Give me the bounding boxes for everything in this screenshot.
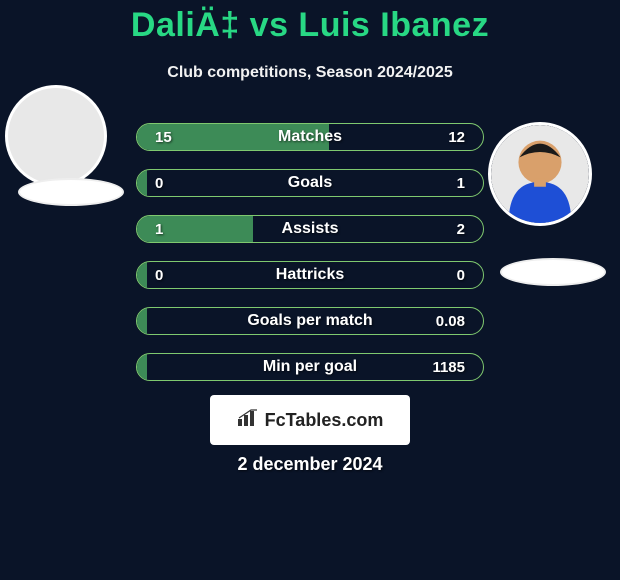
watermark: FcTables.com bbox=[210, 395, 410, 445]
stat-row: 1 Assists 2 bbox=[136, 215, 484, 243]
stat-left-value: 15 bbox=[155, 129, 172, 146]
stat-left-fill bbox=[137, 170, 147, 196]
player-left-flag bbox=[18, 178, 124, 206]
player-right-avatar bbox=[488, 122, 592, 226]
stat-left-fill bbox=[137, 308, 147, 334]
player-right bbox=[488, 122, 592, 231]
stat-left-value: 0 bbox=[155, 175, 163, 192]
stat-label: Matches bbox=[278, 128, 342, 146]
stat-left-fill bbox=[137, 262, 147, 288]
page-title: DaliÄ‡ vs Luis Ibanez bbox=[0, 6, 620, 45]
player-right-flag bbox=[500, 258, 606, 286]
stat-right-value: 12 bbox=[448, 129, 465, 146]
subtitle: Club competitions, Season 2024/2025 bbox=[0, 64, 620, 82]
stat-right-value: 2 bbox=[457, 221, 465, 238]
stat-right-value: 1 bbox=[457, 175, 465, 192]
stat-label: Goals per match bbox=[247, 312, 372, 330]
player-left-avatar bbox=[5, 85, 107, 187]
stat-right-value: 0 bbox=[457, 267, 465, 284]
stat-row: 15 Matches 12 bbox=[136, 123, 484, 151]
stat-left-fill bbox=[137, 354, 147, 380]
player-left bbox=[5, 85, 107, 192]
stat-row: Min per goal 1185 bbox=[136, 353, 484, 381]
watermark-text: FcTables.com bbox=[265, 410, 384, 431]
stat-label: Goals bbox=[288, 174, 332, 192]
stat-left-value: 0 bbox=[155, 267, 163, 284]
stat-label: Min per goal bbox=[263, 358, 357, 376]
stat-row: 0 Hattricks 0 bbox=[136, 261, 484, 289]
stat-right-value: 0.08 bbox=[436, 313, 465, 330]
chart-icon bbox=[237, 409, 259, 432]
date: 2 december 2024 bbox=[0, 454, 620, 475]
stat-left-value: 1 bbox=[155, 221, 163, 238]
stat-right-value: 1185 bbox=[432, 359, 465, 376]
stat-row: Goals per match 0.08 bbox=[136, 307, 484, 335]
stat-label: Assists bbox=[282, 220, 339, 238]
stat-row: 0 Goals 1 bbox=[136, 169, 484, 197]
stat-label: Hattricks bbox=[276, 266, 344, 284]
